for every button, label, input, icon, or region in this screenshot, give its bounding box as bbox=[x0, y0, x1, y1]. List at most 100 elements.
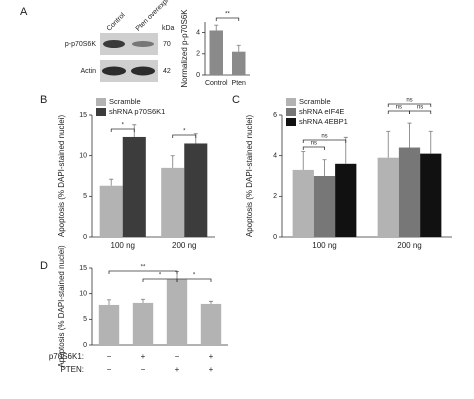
error-bar bbox=[141, 298, 145, 303]
y-tick-label: 15 bbox=[79, 265, 87, 272]
x-tick-label: 200 ng bbox=[172, 241, 196, 250]
significance-label: ns bbox=[321, 134, 327, 140]
bar bbox=[292, 169, 314, 237]
y-tick-label: 2 bbox=[196, 51, 200, 58]
x-tick-label: Control bbox=[205, 80, 228, 87]
error-bar bbox=[236, 44, 241, 52]
y-tick-label: 5 bbox=[83, 193, 87, 200]
x-row-sign: + bbox=[209, 365, 214, 374]
bar bbox=[122, 136, 146, 237]
x-row-sign: − bbox=[175, 352, 180, 361]
significance-bracket bbox=[387, 110, 410, 114]
bar bbox=[313, 176, 336, 237]
legend-label: shRNA p70S6K1 bbox=[109, 107, 165, 116]
blot-strip bbox=[100, 60, 158, 82]
y-tick-label: 10 bbox=[79, 291, 87, 298]
significance-bracket bbox=[409, 110, 432, 114]
blot-band bbox=[103, 40, 125, 48]
significance-label: * bbox=[193, 273, 196, 279]
x-row-label: PTEN: bbox=[60, 365, 84, 374]
significance-bracket bbox=[302, 146, 325, 150]
blot-band bbox=[132, 41, 154, 47]
significance-bracket bbox=[108, 270, 178, 274]
x-row-sign: + bbox=[175, 365, 180, 374]
x-row-label: p70S6K1: bbox=[49, 352, 84, 361]
error-bar bbox=[386, 130, 391, 158]
y-axis-label: Apoptosis (% DAPI-stained nuclei) bbox=[245, 115, 254, 238]
lane-label: Control bbox=[106, 11, 127, 32]
y-tick-label: 6 bbox=[273, 112, 277, 119]
bar bbox=[166, 279, 188, 345]
error-bar bbox=[214, 24, 219, 31]
legend-swatch bbox=[96, 98, 106, 106]
significance-label: ns bbox=[311, 141, 317, 147]
error-bar bbox=[107, 299, 111, 305]
legend-swatch bbox=[286, 108, 296, 116]
blot-strip bbox=[100, 33, 158, 55]
error-bar bbox=[301, 151, 306, 170]
y-tick-label: 5 bbox=[83, 316, 87, 323]
significance-bracket bbox=[110, 128, 135, 132]
error-bar bbox=[407, 122, 412, 148]
bar bbox=[132, 302, 154, 345]
y-tick-label: 0 bbox=[83, 342, 87, 349]
bar bbox=[184, 143, 208, 237]
legend-label: Scramble bbox=[109, 97, 141, 106]
x-row-sign: − bbox=[107, 365, 112, 374]
legend-swatch bbox=[286, 98, 296, 106]
x-tick-label: 100 ng bbox=[111, 241, 135, 250]
y-tick-label: 4 bbox=[196, 29, 200, 36]
bar bbox=[98, 304, 120, 345]
significance-bracket bbox=[172, 134, 197, 138]
bar bbox=[335, 163, 357, 237]
bar bbox=[398, 147, 421, 237]
y-tick-label: 4 bbox=[273, 153, 277, 160]
unit-label: kDa bbox=[162, 25, 175, 32]
panel-label: B bbox=[40, 94, 47, 106]
significance-label: * bbox=[122, 123, 125, 129]
y-tick-label: 10 bbox=[79, 153, 87, 160]
x-row-sign: − bbox=[107, 352, 112, 361]
x-tick-label: Pten bbox=[232, 80, 247, 87]
legend-swatch bbox=[286, 118, 296, 126]
y-tick-label: 0 bbox=[273, 234, 277, 241]
y-tick-label: 0 bbox=[83, 234, 87, 241]
significance-label: ** bbox=[225, 12, 230, 18]
legend-swatch bbox=[96, 108, 106, 116]
error-bar bbox=[428, 130, 433, 154]
significance-label: ** bbox=[141, 265, 146, 271]
x-row-sign: + bbox=[141, 352, 146, 361]
legend-label: Scramble bbox=[299, 97, 331, 106]
blot-band bbox=[102, 66, 126, 76]
y-axis-label: Apoptosis (% DAPI-stained nuclei) bbox=[57, 115, 66, 238]
kda-label: 42 bbox=[163, 68, 171, 75]
error-bar bbox=[209, 300, 213, 304]
bar bbox=[420, 153, 442, 237]
error-bar bbox=[322, 159, 327, 176]
blot-band bbox=[131, 66, 155, 76]
legend-label: shRNA eIF4E bbox=[299, 107, 344, 116]
panel-label: A bbox=[20, 6, 28, 18]
significance-label: * bbox=[183, 129, 186, 135]
significance-label: ns bbox=[396, 105, 402, 111]
x-tick-label: 200 ng bbox=[397, 241, 421, 250]
error-bar bbox=[170, 155, 175, 168]
x-row-sign: + bbox=[209, 352, 214, 361]
bar bbox=[377, 157, 399, 237]
bar bbox=[209, 30, 223, 75]
lane-label: Pten overexpression bbox=[135, 0, 185, 33]
row-label: Actin bbox=[80, 68, 96, 75]
error-bar bbox=[109, 178, 114, 186]
bar bbox=[200, 303, 222, 345]
x-row-sign: − bbox=[141, 365, 146, 374]
significance-bracket bbox=[302, 139, 347, 143]
significance-label: * bbox=[159, 273, 162, 279]
y-axis-label: Normalized p-p70S6K bbox=[180, 9, 189, 88]
panel-label: D bbox=[40, 260, 48, 272]
significance-label: ns bbox=[406, 98, 412, 104]
row-label: p-p70S6K bbox=[65, 41, 96, 48]
x-tick-label: 100 ng bbox=[312, 241, 336, 250]
bar bbox=[161, 167, 185, 237]
significance-bracket bbox=[215, 17, 240, 21]
